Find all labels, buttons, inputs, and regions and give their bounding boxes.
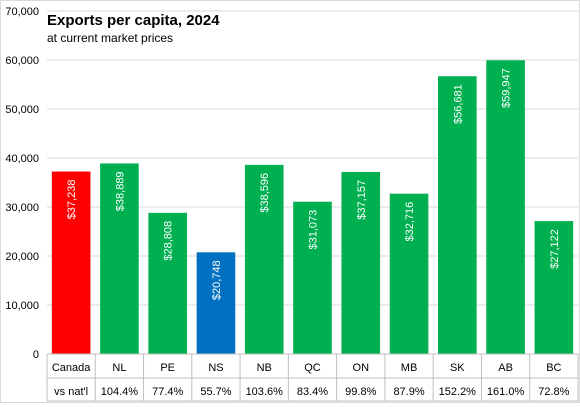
bar-pe xyxy=(148,212,187,354)
table-cell: 152.2% xyxy=(439,386,477,398)
bar-value-label: $37,157 xyxy=(356,180,368,220)
table-cell: 72.8% xyxy=(538,386,569,398)
category-label: NL xyxy=(112,362,126,374)
bar-value-label: $32,716 xyxy=(404,202,416,242)
bar-canada xyxy=(51,171,91,354)
bar-on xyxy=(341,171,381,354)
bar-value-label: $59,947 xyxy=(501,68,513,108)
table-cell: 77.4% xyxy=(152,386,183,398)
bar-value-label: $27,122 xyxy=(549,229,561,269)
bar-value-label: $20,748 xyxy=(211,260,223,300)
y-tick-label: 30,000 xyxy=(5,202,39,214)
bar-qc xyxy=(293,201,332,354)
y-tick-label: 50,000 xyxy=(5,104,39,116)
y-tick-label: 10,000 xyxy=(5,300,39,312)
category-label: BC xyxy=(546,362,561,374)
bar-value-label: $28,808 xyxy=(163,221,175,261)
table-cell: 83.4% xyxy=(297,386,328,398)
table-row-label: vs nat'l xyxy=(54,386,88,398)
table-cell: 87.9% xyxy=(393,386,424,398)
bar-nb xyxy=(244,164,284,354)
y-tick-label: 0 xyxy=(33,349,39,361)
bar-value-label: $56,681 xyxy=(452,84,464,124)
category-label: SK xyxy=(450,362,465,374)
bars: $37,238 $38,889 $28,808 $20,748 $38,596 $31,0… xyxy=(51,60,574,355)
table-cell: 161.0% xyxy=(487,386,525,398)
y-axis-ticks: 0 10,000 20,000 30,000 40,000 50,000 60,000 70,… xyxy=(5,6,39,361)
y-tick-label: 70,000 xyxy=(5,6,39,18)
bar-nl xyxy=(100,163,139,354)
bar-bc xyxy=(534,221,574,354)
bar-value-label: $37,238 xyxy=(66,180,78,220)
table-cell: 103.6% xyxy=(246,386,284,398)
bar-value-label: $38,889 xyxy=(114,171,126,211)
category-label: NB xyxy=(257,362,272,374)
chart-title: Exports per capita, 2024 xyxy=(47,12,220,29)
category-label: NS xyxy=(208,362,223,374)
bar-mb xyxy=(389,193,429,354)
table-cell: 99.8% xyxy=(345,386,376,398)
y-tick-label: 40,000 xyxy=(5,153,39,165)
chart-subtitle: at current market prices xyxy=(47,31,173,45)
bar-value-label: $38,596 xyxy=(259,173,271,213)
table-cell: 104.4% xyxy=(101,386,139,398)
bar-ab xyxy=(486,60,525,354)
bar-value-label: $31,073 xyxy=(308,210,320,250)
category-label: Canada xyxy=(52,362,91,374)
bar-ns xyxy=(196,252,236,354)
category-label: ON xyxy=(353,362,370,374)
bar-sk xyxy=(438,76,477,355)
category-label: AB xyxy=(498,362,513,374)
y-tick-label: 60,000 xyxy=(5,55,39,67)
data-table: Canada vs nat'l NL 104.4% PE 77.4% NS 55.7% NB 10… xyxy=(46,353,579,402)
category-label: MB xyxy=(401,362,418,374)
table-cell: 55.7% xyxy=(200,386,231,398)
category-label: QC xyxy=(304,362,321,374)
y-tick-label: 20,000 xyxy=(5,251,39,263)
category-label: PE xyxy=(160,362,175,374)
